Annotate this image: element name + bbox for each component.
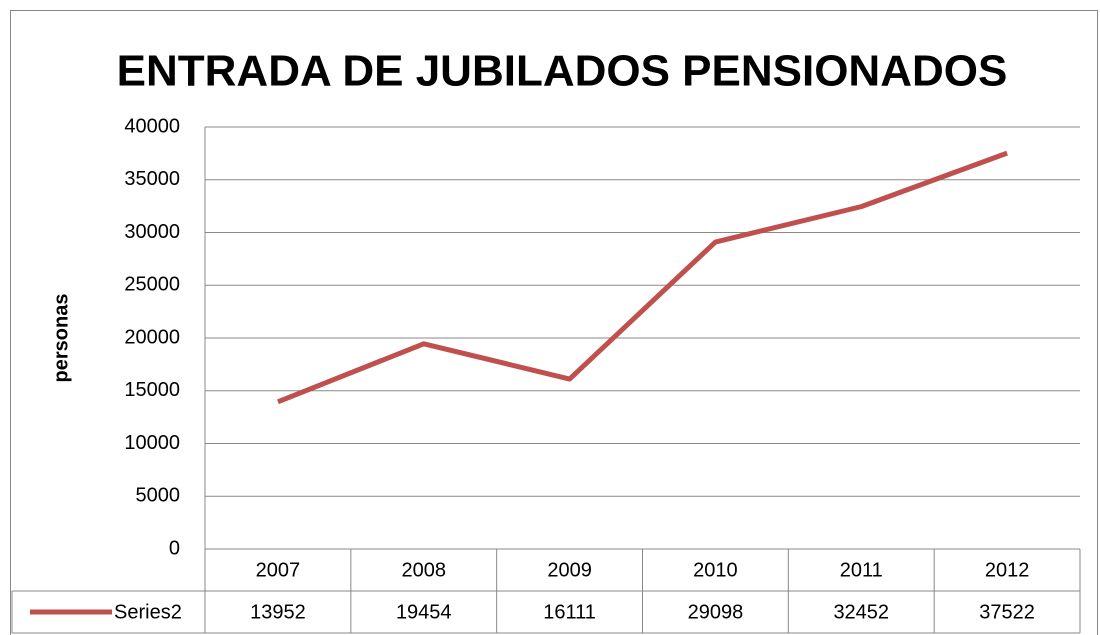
x-tick-label: 2011	[840, 559, 883, 581]
table-value: 16111	[543, 601, 596, 623]
legend-label: Series2	[114, 601, 182, 623]
table-value: 29098	[688, 601, 744, 623]
y-tick-label: 0	[169, 537, 180, 559]
x-tick-label: 2009	[547, 559, 592, 581]
series-line	[276, 150, 1008, 405]
x-tick-label: 2007	[256, 559, 301, 581]
x-tick-label: 2008	[402, 559, 447, 581]
table-value: 13952	[250, 601, 306, 623]
table-value: 37522	[979, 601, 1035, 623]
y-tick-label: 40000	[124, 115, 180, 137]
chart-title: ENTRADA DE JUBILADOS PENSIONADOS	[117, 47, 1008, 96]
x-tick-label: 2012	[985, 559, 1030, 581]
y-tick-label: 20000	[124, 326, 180, 348]
y-tick-label: 35000	[124, 168, 180, 190]
table-value: 19454	[396, 601, 452, 623]
y-tick-label: 5000	[136, 485, 181, 507]
y-tick-label: 25000	[124, 274, 180, 296]
y-tick-label: 10000	[124, 432, 180, 454]
table-value: 32452	[833, 601, 889, 623]
y-tick-label: 15000	[124, 379, 180, 401]
y-tick-label: 30000	[124, 221, 180, 243]
y-axis-label: personas	[50, 294, 72, 383]
x-tick-label: 2010	[693, 559, 738, 581]
chart-frame	[10, 10, 1098, 635]
